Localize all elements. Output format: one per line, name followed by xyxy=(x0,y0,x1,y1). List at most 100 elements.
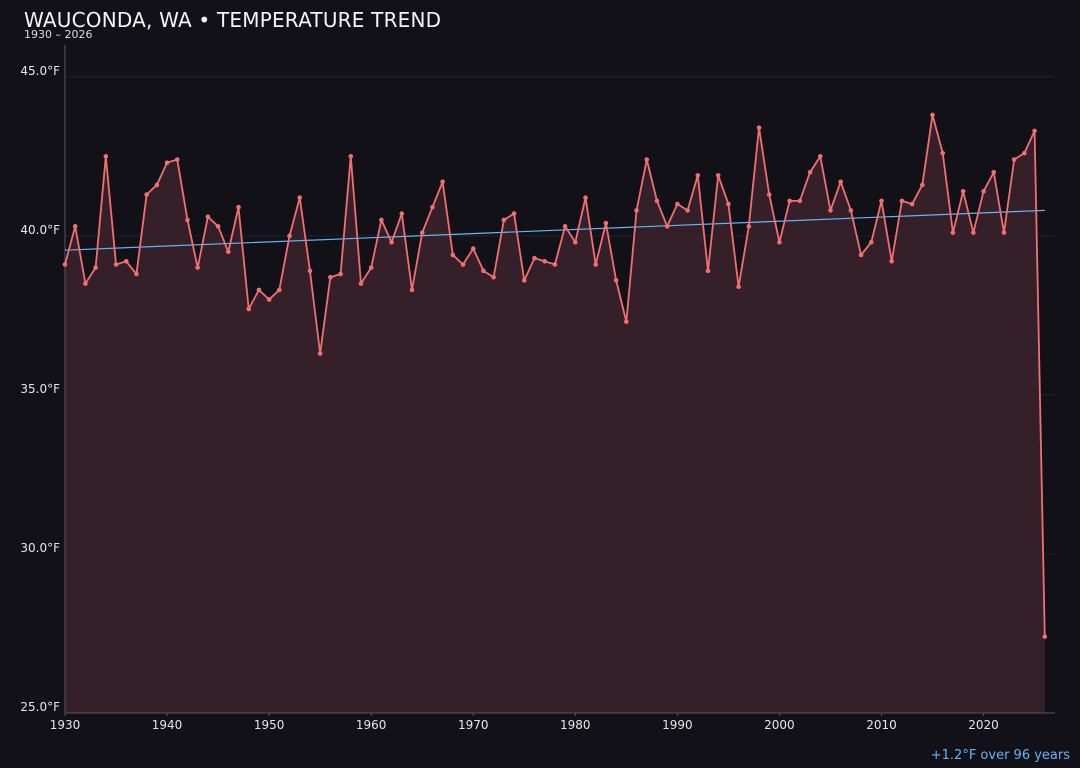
data-point xyxy=(430,204,435,210)
data-point xyxy=(940,150,946,156)
data-point xyxy=(583,195,588,200)
data-point xyxy=(236,204,241,210)
data-point xyxy=(1022,150,1027,156)
data-point xyxy=(1001,230,1007,235)
data-point xyxy=(379,217,384,223)
data-point xyxy=(634,208,639,213)
data-point xyxy=(144,192,149,197)
x-tick-label: 1990 xyxy=(662,718,693,732)
data-point xyxy=(399,211,405,216)
x-tick-label: 1970 xyxy=(458,718,489,732)
data-point xyxy=(654,198,660,204)
data-point xyxy=(868,239,874,245)
data-point xyxy=(195,265,200,270)
data-point xyxy=(603,220,609,226)
data-point xyxy=(368,265,374,270)
data-point xyxy=(62,262,68,267)
data-point xyxy=(950,230,956,235)
data-point xyxy=(889,259,895,264)
data-point xyxy=(154,182,160,188)
data-point xyxy=(695,173,701,178)
data-point xyxy=(828,208,833,213)
x-tick-label: 2020 xyxy=(968,718,999,732)
data-point xyxy=(705,268,711,274)
data-point xyxy=(930,112,935,118)
trend-line xyxy=(64,209,1045,251)
data-point xyxy=(317,351,323,356)
data-point xyxy=(573,239,578,245)
data-point xyxy=(93,265,98,270)
data-point xyxy=(838,179,843,185)
data-point xyxy=(960,189,966,194)
data-point xyxy=(460,262,466,267)
data-point xyxy=(307,268,313,274)
chart-subtitle: 1930 – 2026 xyxy=(24,28,93,41)
data-point xyxy=(542,259,547,264)
data-point xyxy=(185,217,190,223)
data-point xyxy=(685,208,690,213)
data-point xyxy=(532,255,537,261)
data-point xyxy=(991,169,997,175)
data-point xyxy=(746,224,752,229)
data-point xyxy=(624,319,629,325)
data-point xyxy=(1032,128,1037,134)
y-tick-label: 30.0°F xyxy=(20,541,60,555)
data-point xyxy=(766,192,772,197)
data-point xyxy=(817,154,823,159)
data-point xyxy=(358,281,364,286)
data-point xyxy=(756,125,762,131)
data-point xyxy=(787,198,792,204)
data-point xyxy=(440,179,445,185)
x-tick-label: 2010 xyxy=(866,718,897,732)
data-point xyxy=(419,230,425,235)
data-point xyxy=(123,259,129,264)
data-point xyxy=(338,271,343,277)
data-point xyxy=(205,214,211,220)
data-point xyxy=(72,224,78,229)
data-point xyxy=(675,201,680,207)
data-point xyxy=(215,224,221,229)
y-tick-label: 35.0°F xyxy=(20,382,60,396)
data-point xyxy=(287,233,292,239)
data-point xyxy=(409,287,415,293)
chart-title: WAUCONDA, WA • TEMPERATURE TREND xyxy=(24,8,442,32)
data-point xyxy=(521,278,527,283)
data-point xyxy=(83,281,88,286)
axes xyxy=(64,45,1055,716)
data-point xyxy=(562,224,568,229)
x-tick-label: 2000 xyxy=(764,718,795,732)
data-point xyxy=(715,173,721,178)
data-point xyxy=(501,217,507,223)
data-point xyxy=(593,262,599,267)
data-point xyxy=(164,160,170,165)
y-tick-label: 40.0°F xyxy=(20,223,60,237)
data-point xyxy=(389,239,394,245)
data-point xyxy=(899,198,905,204)
data-point xyxy=(920,182,925,188)
x-tick-label: 1950 xyxy=(254,718,285,732)
data-points xyxy=(62,112,1048,639)
data-point xyxy=(511,211,517,216)
data-point xyxy=(664,224,670,229)
data-point xyxy=(1042,634,1048,639)
y-tick-label: 45.0°F xyxy=(20,64,60,78)
data-point xyxy=(328,274,333,280)
data-point xyxy=(225,249,231,255)
data-point xyxy=(858,252,864,258)
data-point xyxy=(971,230,976,235)
data-point xyxy=(644,157,650,162)
data-point xyxy=(277,287,282,293)
data-point xyxy=(848,208,854,213)
area-under-line xyxy=(65,114,1045,713)
data-point xyxy=(113,262,119,267)
data-point xyxy=(103,154,109,159)
data-point xyxy=(246,306,252,312)
x-tick-label: 1980 xyxy=(560,718,591,732)
data-point xyxy=(879,198,884,204)
data-point xyxy=(552,262,558,267)
data-point xyxy=(481,268,486,274)
data-point xyxy=(450,252,456,258)
data-point xyxy=(777,239,782,245)
data-point xyxy=(174,157,180,162)
